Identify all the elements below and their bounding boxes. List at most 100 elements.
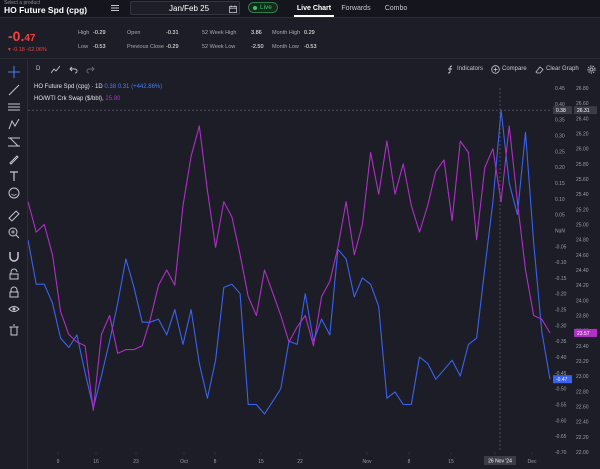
line-chart-icon[interactable] xyxy=(51,65,60,74)
date-picker[interactable]: Jan/Feb 25 xyxy=(130,1,240,15)
right-axis-tick: 22.60 xyxy=(576,405,589,411)
right-axis-tick: 22.80 xyxy=(576,389,589,395)
prev-close-value: -0.29 xyxy=(166,44,179,50)
product-name: HO Future Spd (cpg) xyxy=(4,5,88,15)
gear-icon[interactable] xyxy=(587,65,596,74)
live-dot-icon xyxy=(253,6,257,10)
tab-live-chart[interactable]: Live Chart xyxy=(294,0,334,17)
legend-series-2[interactable]: HO/WTI Crk Swap ($/bbl), 25.80 xyxy=(34,96,120,102)
last-price: -0.47 xyxy=(8,28,35,44)
legend-series-1[interactable]: HO Future Spd (cpg) · 1D 0.38 0.31 (+442… xyxy=(34,84,162,90)
lock-icon[interactable] xyxy=(8,286,20,298)
crosshair-date-label: 26 Nov '24 xyxy=(488,459,512,465)
legend-series-1-values: 0.38 0.31 (+442.86%) xyxy=(104,84,163,90)
left-axis-tick: -0.15 xyxy=(555,276,567,282)
crosshair-right-value: 26.31 xyxy=(577,108,590,114)
price-change: ▾ -0.18 -62.06% xyxy=(8,47,47,53)
left-axis-tick: 0.20 xyxy=(555,165,565,171)
chart-grid xyxy=(57,452,533,455)
function-icon[interactable] xyxy=(446,65,455,74)
emoji-icon[interactable] xyxy=(8,187,20,199)
drawing-toolbar xyxy=(0,60,28,469)
magnet-icon[interactable] xyxy=(8,250,20,262)
plus-circle-icon[interactable] xyxy=(491,65,500,74)
fib-icon[interactable] xyxy=(8,136,20,148)
right-axis-tick: 23.20 xyxy=(576,359,589,365)
left-axis-tick: -0.65 xyxy=(555,434,567,440)
interval-button[interactable]: D xyxy=(36,66,41,72)
right-axis-tick: 25.20 xyxy=(576,207,589,213)
crosshair-left-badge xyxy=(553,106,572,115)
right-axis-tick: 25.80 xyxy=(576,162,589,168)
left-axis-tick: -0.55 xyxy=(555,403,567,409)
x-axis-tick: 22 xyxy=(297,459,303,465)
right-axis-tick: 23.80 xyxy=(576,314,589,320)
right-axis-tick: 26.00 xyxy=(576,147,589,153)
live-indicator[interactable]: Live xyxy=(248,2,278,13)
x-axis-tick: 16 xyxy=(93,459,99,465)
right-axis-tick: 22.40 xyxy=(576,420,589,426)
indicators-button[interactable]: Indicators xyxy=(457,66,484,72)
quote-stats: -0.47 ▾ -0.18 -62.06% High -0.29 Low -0.… xyxy=(0,18,600,59)
price-chart[interactable]: 0.45 0.40 0.35 0.30 0.25 0.20 0.15 0.10 0.05 NaN -… xyxy=(28,80,600,469)
last-value-purple: 23.57 xyxy=(577,331,590,337)
legend-series-2-value: 25.80 xyxy=(105,96,121,102)
list-icon[interactable] xyxy=(110,3,120,13)
right-axis-tick: 24.80 xyxy=(576,238,589,244)
clear-graph-button[interactable]: Clear Graph xyxy=(546,66,579,72)
trash-icon[interactable] xyxy=(8,324,20,336)
left-axis-tick: 0.40 xyxy=(555,102,565,108)
pattern-icon[interactable] xyxy=(8,118,20,130)
month-low-label: Month Low xyxy=(272,44,299,50)
last-value-badge-blue xyxy=(553,375,572,384)
x-axis-tick: Dec xyxy=(528,459,537,465)
redo-icon[interactable] xyxy=(86,65,95,74)
left-axis-tick: -0.05 xyxy=(555,244,567,250)
right-axis-tick: 23.40 xyxy=(576,344,589,350)
right-axis-tick: 25.00 xyxy=(576,223,589,229)
left-axis-tick: -0.60 xyxy=(555,418,567,424)
text-icon[interactable] xyxy=(8,170,20,182)
compare-button[interactable]: Compare xyxy=(502,66,527,72)
left-axis: 0.45 0.40 0.35 0.30 0.25 0.20 0.15 0.10 0.05 NaN -… xyxy=(555,86,567,456)
right-axis-tick: 26.40 xyxy=(576,116,589,122)
x-axis-tick: 8 xyxy=(214,459,217,465)
left-axis-tick: 0.05 xyxy=(555,213,565,219)
x-axis-tick: 15 xyxy=(448,459,454,465)
x-axis-tick: Oct xyxy=(180,459,188,465)
crosshair-icon[interactable] xyxy=(8,66,20,78)
right-axis: 26.80 26.60 26.40 26.20 26.00 25.80 25.60 25.40… xyxy=(576,86,589,456)
lock-drawings-icon[interactable] xyxy=(8,268,20,280)
last-value-blue: -0.47 xyxy=(556,377,568,383)
horizontal-lines-icon[interactable] xyxy=(8,101,20,113)
tab-forwards[interactable]: Forwards xyxy=(341,5,371,12)
x-axis-tick: 23 xyxy=(133,459,139,465)
chart-overlay: 0.38 26.31 26 Nov '24 -0.47 23.57 xyxy=(28,88,597,465)
tab-combo[interactable]: Combo xyxy=(384,5,408,12)
right-axis-tick: 25.40 xyxy=(576,192,589,198)
eraser-icon[interactable] xyxy=(535,65,544,74)
wk52-high-value: 3.86 xyxy=(251,30,262,36)
product-selector[interactable]: Select a product HO Future Spd (cpg) xyxy=(4,0,122,17)
left-axis-tick: 0.45 xyxy=(555,86,565,92)
low-value: -0.53 xyxy=(93,44,106,50)
x-axis-tick: Nov xyxy=(363,459,372,465)
trend-line-icon[interactable] xyxy=(8,84,20,96)
wk52-low-label: 52 Week Low xyxy=(202,44,236,50)
right-axis-tick: 22.20 xyxy=(576,435,589,441)
chart-series xyxy=(28,109,551,415)
left-axis-tick: -0.50 xyxy=(555,387,567,393)
low-label: Low xyxy=(78,44,89,50)
undo-icon[interactable] xyxy=(69,65,78,74)
zoom-icon[interactable] xyxy=(8,227,20,239)
right-axis-tick: 26.20 xyxy=(576,132,589,138)
crosshair-right-badge xyxy=(574,106,597,115)
legend-series-1-name: HO Future Spd (cpg) · 1D xyxy=(34,84,103,90)
date-picker-value: Jan/Feb 25 xyxy=(169,4,210,13)
ruler-icon[interactable] xyxy=(8,210,20,222)
right-axis-tick: 23.00 xyxy=(576,374,589,380)
eye-icon[interactable] xyxy=(8,303,20,315)
left-axis-tick: 0.30 xyxy=(555,133,565,139)
brush-icon[interactable] xyxy=(8,153,20,165)
last-value-badge-purple xyxy=(574,328,597,337)
